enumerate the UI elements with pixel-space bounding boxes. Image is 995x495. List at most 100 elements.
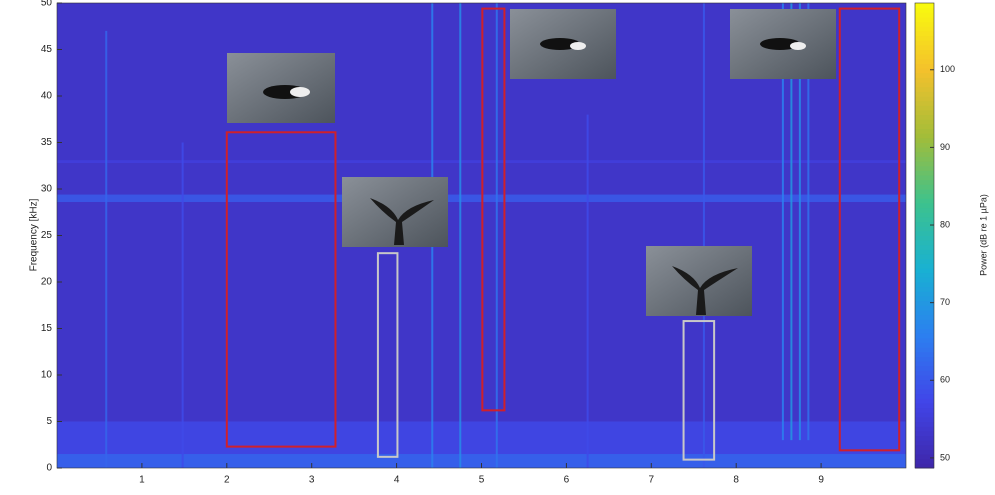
colorbar-segment xyxy=(915,416,934,422)
colorbar-segment xyxy=(915,156,934,162)
colorbar-segment xyxy=(915,412,934,418)
colorbar-segment xyxy=(915,179,934,185)
colorbar-segment xyxy=(915,440,934,446)
colorbar-segment xyxy=(915,161,934,167)
colorbar-segment xyxy=(915,282,934,288)
colorbar-segment xyxy=(915,82,934,88)
colorbar-tick-label: 90 xyxy=(940,142,950,152)
colorbar-segment xyxy=(915,277,934,283)
colorbar-segment xyxy=(915,444,934,450)
colorbar-tick-label: 60 xyxy=(940,375,950,385)
colorbar-segment xyxy=(915,123,934,130)
colorbar-segment xyxy=(915,193,934,199)
y-tick-label: 45 xyxy=(41,44,53,55)
x-tick-label: 9 xyxy=(818,475,824,486)
colorbar-segment xyxy=(915,347,934,353)
colorbar-segment xyxy=(915,189,934,195)
colorbar-segment xyxy=(915,328,934,334)
colorbar-segment xyxy=(915,7,934,13)
colorbar-segment xyxy=(915,58,934,64)
annotation-box xyxy=(838,7,901,452)
colorbar-segment xyxy=(915,240,934,246)
y-tick-label: 10 xyxy=(41,370,53,381)
x-tick-label: 7 xyxy=(649,475,655,486)
y-tick-label: 35 xyxy=(41,137,53,148)
orca-photo xyxy=(227,53,335,123)
colorbar-segment xyxy=(915,216,934,223)
y-tick-label: 40 xyxy=(41,91,53,102)
colorbar-segment xyxy=(915,426,934,432)
y-tick-label: 0 xyxy=(46,463,52,474)
colorbar-segment xyxy=(915,226,934,232)
colorbar-segment xyxy=(915,198,934,204)
colorbar-segment xyxy=(915,249,934,255)
colorbar-segment xyxy=(915,86,934,92)
colorbar-segment xyxy=(915,393,934,399)
y-tick-label: 5 xyxy=(46,416,52,427)
colorbar-segment xyxy=(915,72,934,78)
annotation-box xyxy=(682,320,716,461)
x-tick-label: 1 xyxy=(139,475,145,486)
y-tick-label: 20 xyxy=(41,277,53,288)
whale-tail-photo xyxy=(646,246,752,316)
colorbar-segment xyxy=(915,384,934,390)
colorbar-segment xyxy=(915,454,934,460)
colorbar-segment xyxy=(915,54,934,60)
colorbar-segment xyxy=(915,63,934,69)
x-tick-label: 6 xyxy=(564,475,570,486)
annotation-box xyxy=(481,7,506,412)
colorbar-segment xyxy=(915,207,934,213)
colorbar-segment xyxy=(915,379,934,385)
colorbar-segment xyxy=(915,319,934,325)
colorbar-label: Power (dB re 1 µPa) xyxy=(978,194,988,276)
colorbar-segment xyxy=(915,407,934,413)
colorbar-segment xyxy=(915,44,934,50)
colorbar-segment xyxy=(915,337,934,343)
colorbar-segment xyxy=(915,91,934,97)
y-tick-label: 50 xyxy=(41,0,53,9)
x-tick-label: 5 xyxy=(479,475,485,486)
colorbar-segment xyxy=(915,114,934,120)
colorbar-segment xyxy=(915,398,934,404)
x-tick-label: 4 xyxy=(394,475,400,486)
colorbar-segment xyxy=(915,96,934,102)
colorbar-segment xyxy=(915,244,934,250)
colorbar-segment xyxy=(915,202,934,209)
colorbar-segment xyxy=(915,342,934,348)
colorbar-segment xyxy=(915,21,934,27)
colorbar-segment xyxy=(915,100,934,106)
colorbar-segment xyxy=(915,370,934,376)
colorbar-segment xyxy=(915,142,934,148)
colorbar-segment xyxy=(915,165,934,171)
colorbar-segment xyxy=(915,430,934,436)
colorbar-segment xyxy=(915,300,934,306)
x-tick-label: 2 xyxy=(224,475,230,486)
photos xyxy=(227,9,836,316)
colorbar-segment xyxy=(915,40,934,46)
colorbar-segment xyxy=(915,77,934,83)
colorbar-segment xyxy=(915,26,934,32)
annotation-box xyxy=(376,252,399,458)
colorbar-segment xyxy=(915,361,934,367)
colorbar-segment xyxy=(915,291,934,297)
colorbar-segment xyxy=(915,388,934,395)
colorbar-segment xyxy=(915,463,934,469)
colorbar-segment xyxy=(915,137,934,143)
colorbar-segment xyxy=(915,351,934,357)
colorbar-segment xyxy=(915,3,934,9)
x-tick-label: 3 xyxy=(309,475,315,486)
colorbar-segment xyxy=(915,258,934,264)
colorbar-segment xyxy=(915,170,934,176)
regions xyxy=(225,7,901,461)
colorbar-segment xyxy=(915,375,934,381)
colorbar-segment xyxy=(915,402,934,409)
colorbar-segment xyxy=(915,184,934,190)
colorbar-segment xyxy=(915,16,934,23)
whale-tail-photo xyxy=(342,177,448,247)
colorbar-segment xyxy=(915,356,934,362)
colorbar-segment xyxy=(915,268,934,274)
colorbar-segment xyxy=(915,435,934,441)
colorbar-segment xyxy=(915,235,934,241)
